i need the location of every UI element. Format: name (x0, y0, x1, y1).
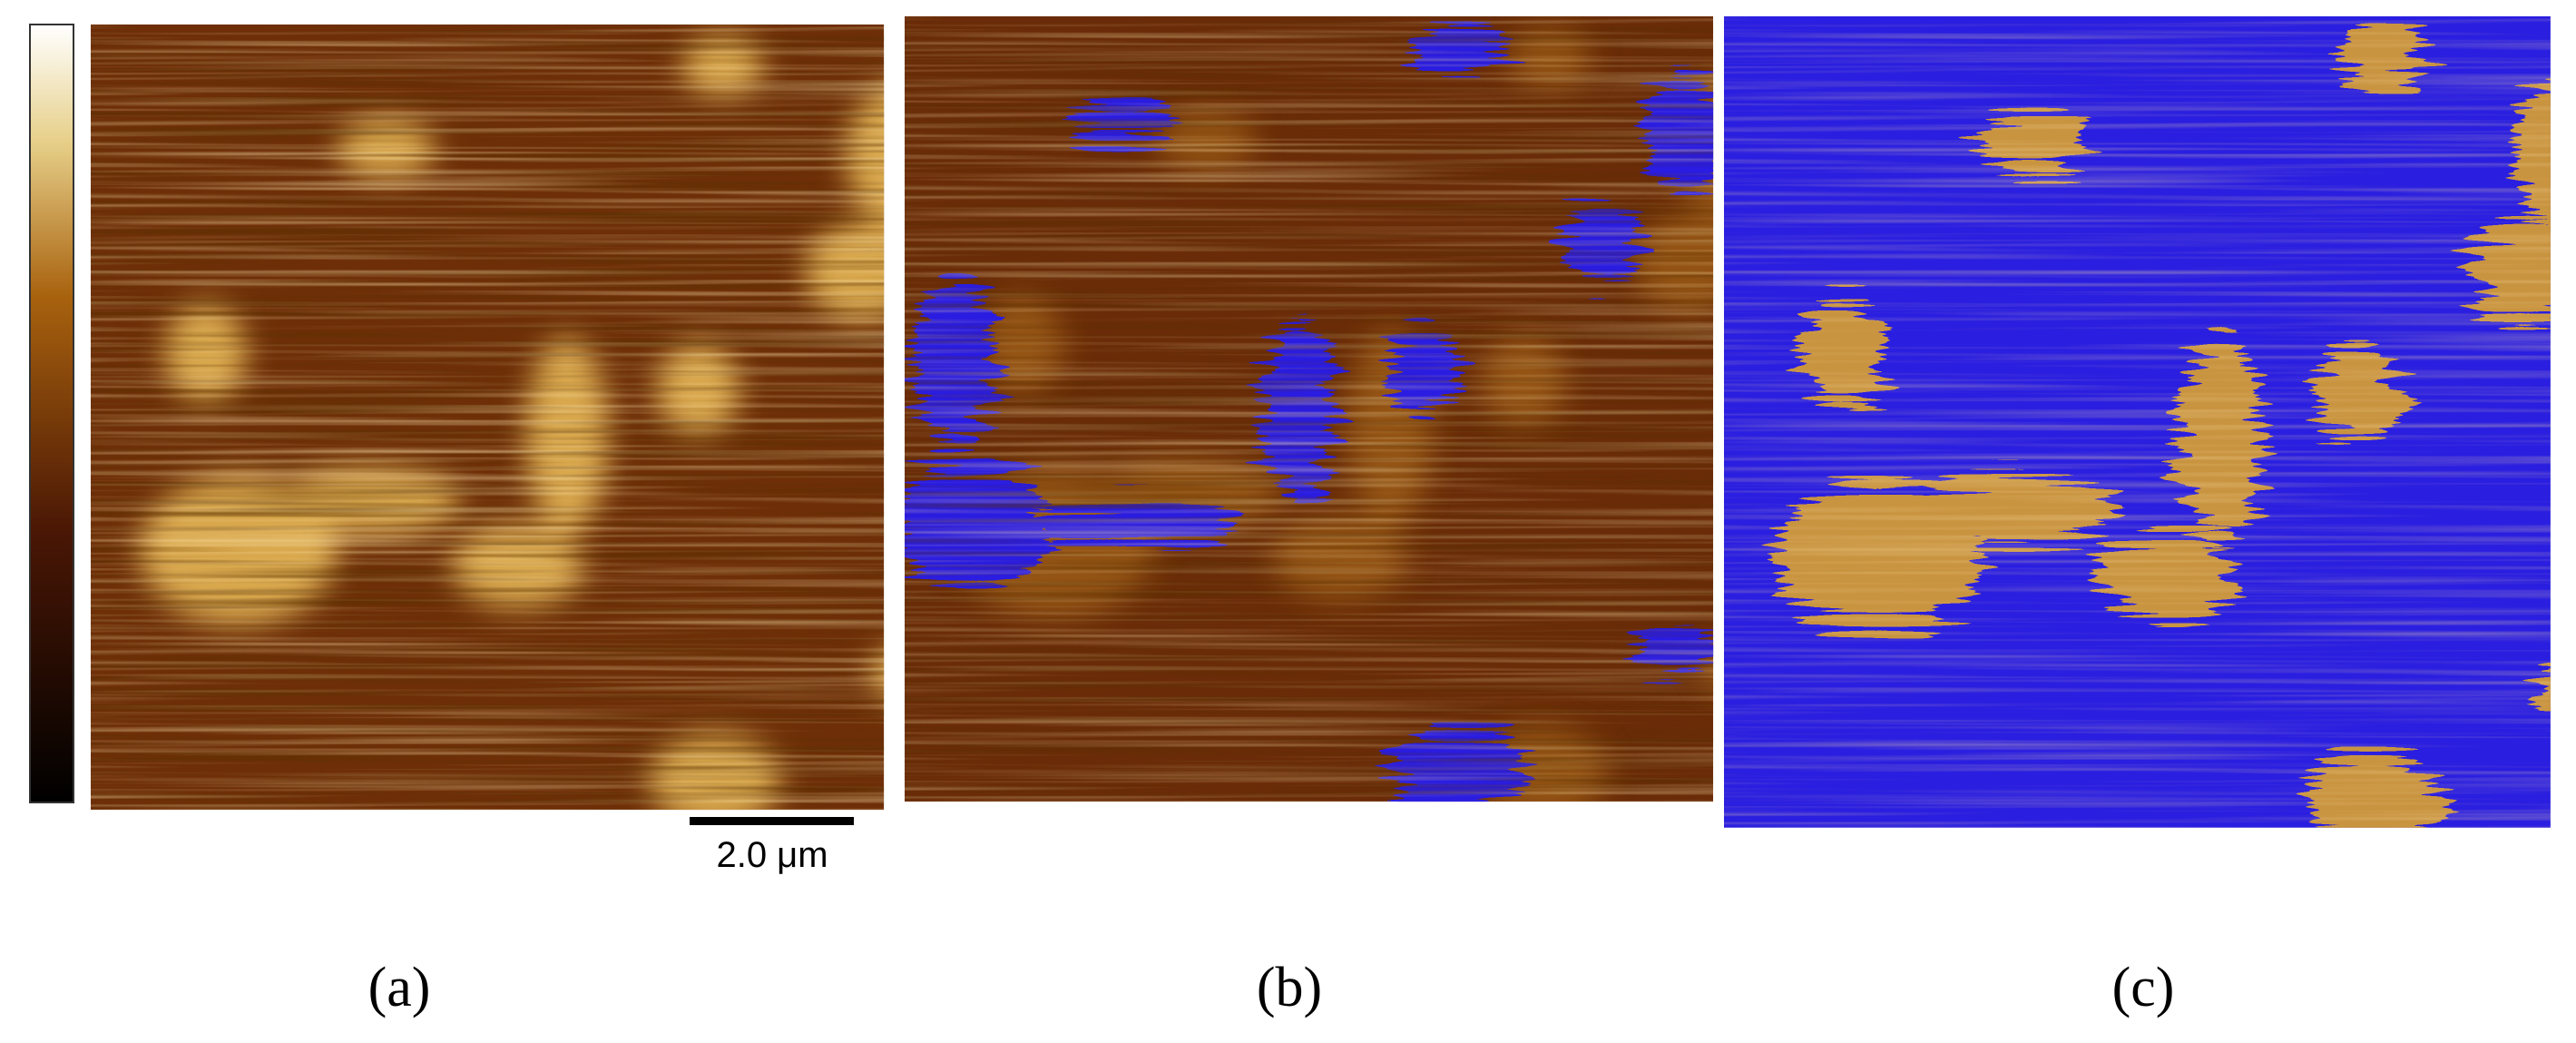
scale-bar (690, 817, 854, 825)
afm-image-c (1724, 16, 2551, 828)
afm-image-a (91, 25, 885, 811)
afm-image-b (905, 16, 1714, 802)
color-bar (29, 24, 74, 803)
panel-label: (b) (1257, 957, 1322, 1018)
scale-bar-label: 2.0 μm (716, 835, 828, 875)
panel-label: (c) (2112, 957, 2175, 1018)
panel-label: (a) (368, 957, 431, 1018)
